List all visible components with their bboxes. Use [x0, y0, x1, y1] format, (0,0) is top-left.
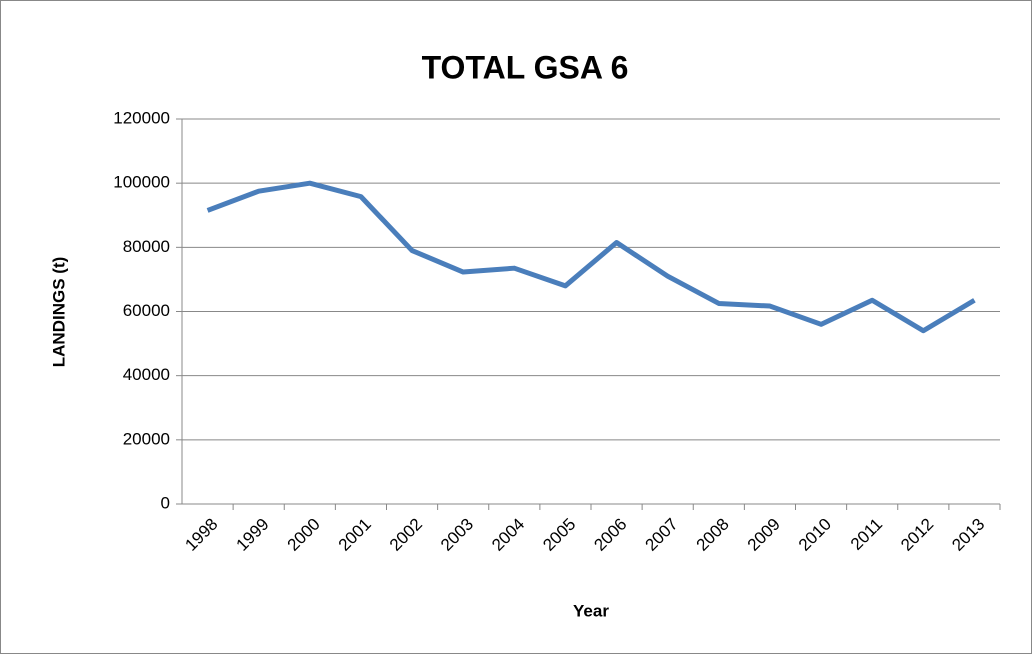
x-axis-label: Year [573, 601, 609, 620]
y-axis-label: LANDINGS (t) [49, 257, 68, 367]
chart-title: TOTAL GSA 6 [422, 49, 629, 85]
y-tick-label: 40000 [123, 365, 170, 384]
y-tick-label: 20000 [123, 429, 170, 448]
y-tick-label: 100000 [113, 173, 170, 192]
y-tick-label: 120000 [113, 108, 170, 127]
y-tick-label: 80000 [123, 237, 170, 256]
line-series [206, 180, 976, 334]
y-tick-label: 60000 [123, 301, 170, 320]
y-tick-label: 0 [161, 493, 170, 512]
